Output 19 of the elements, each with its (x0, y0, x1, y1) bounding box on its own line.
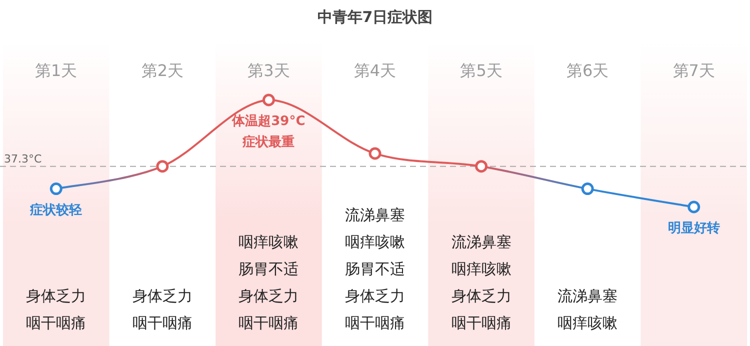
text: 身体乏力咽干咽痛 (25, 286, 88, 334)
text: 身体乏力咽干咽痛 (131, 286, 194, 334)
annotation: 流涕鼻塞咽痒咳嗽肠胃不适身体乏力咽干咽痛 (344, 205, 406, 334)
x-tick-label: 第6天 (566, 61, 609, 80)
x-tick-label: 第4天 (354, 61, 396, 80)
text: 流涕鼻塞咽痒咳嗽 (556, 286, 619, 334)
annotation: 明显好转 (668, 221, 720, 236)
annotation: 症状较轻 (29, 202, 82, 218)
text: 咽痒咳嗽肠胃不适身体乏力咽干咽痛 (238, 232, 300, 334)
ref-line-label: 37.3°C (4, 152, 42, 166)
chart-title: 中青年7日症状图 (317, 8, 433, 26)
annotation: 症状最重 (242, 134, 295, 150)
x-tick-label: 第7天 (672, 61, 715, 80)
annotation: 体温超39°C (231, 114, 306, 129)
text: 流涕鼻塞咽痒咳嗽身体乏力咽干咽痛 (450, 232, 512, 334)
x-tick-label: 第5天 (460, 61, 502, 80)
x-tick-label: 第2天 (141, 61, 184, 80)
x-tick-label: 第3天 (248, 61, 290, 80)
x-tick-label: 第1天 (35, 61, 78, 80)
